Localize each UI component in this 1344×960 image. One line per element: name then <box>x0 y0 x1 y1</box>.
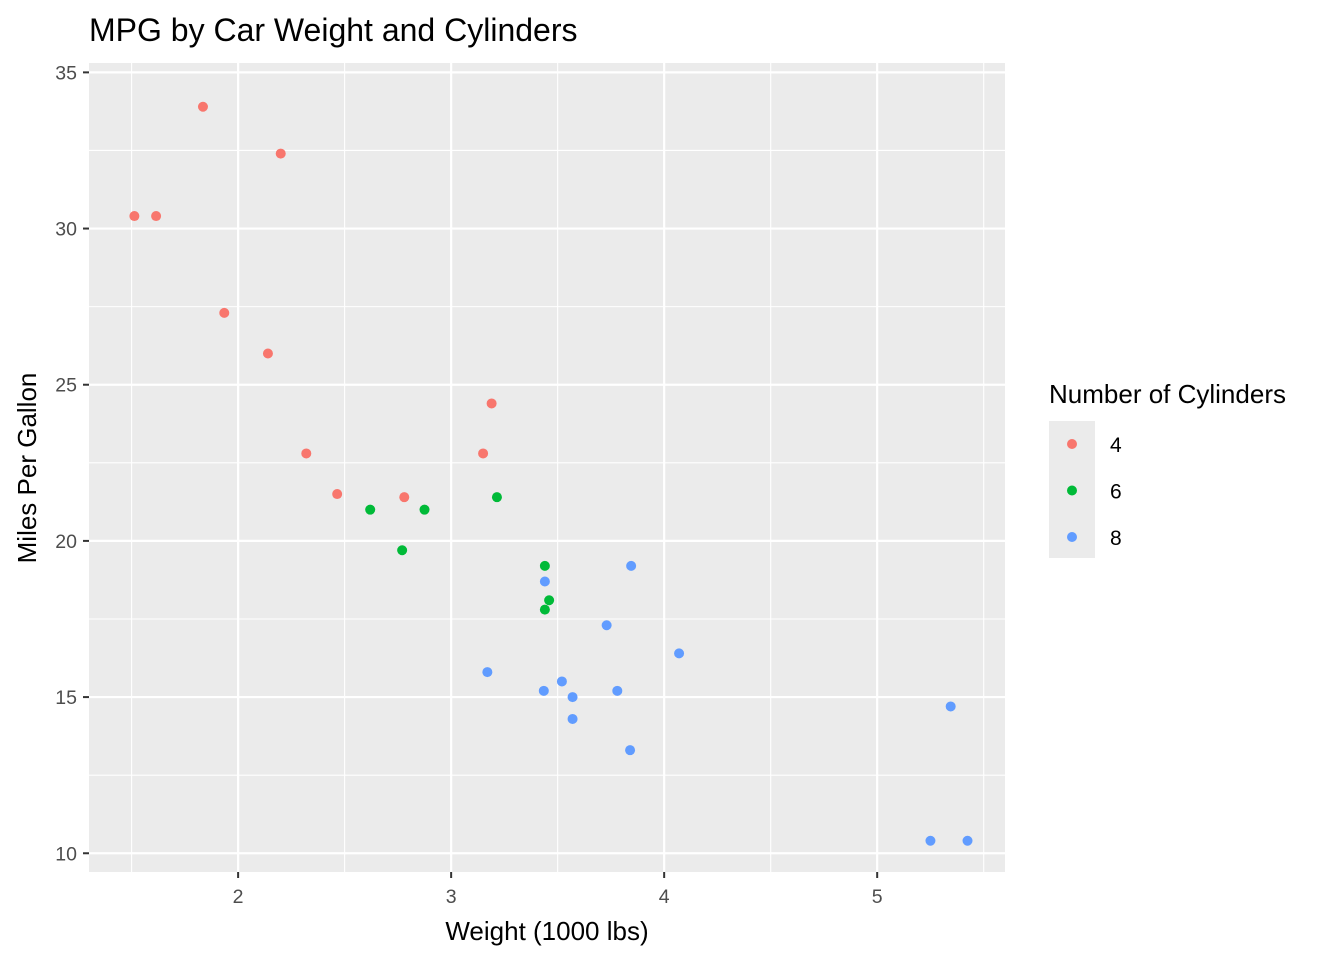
data-points <box>129 101 973 846</box>
legend-key-4 <box>1067 439 1077 449</box>
data-point-cyl-6 <box>539 604 550 615</box>
x-tick-label: 4 <box>659 886 670 908</box>
data-point-cyl-4 <box>332 489 343 500</box>
minor-gridlines <box>89 63 1005 872</box>
data-point-cyl-6 <box>491 492 502 503</box>
y-axis-title: Miles Per Gallon <box>12 373 42 564</box>
data-point-cyl-4 <box>486 398 497 409</box>
legend: Number of Cylinders 4 6 8 <box>1049 379 1286 558</box>
x-tick-label: 3 <box>446 886 457 908</box>
data-point-cyl-8 <box>538 685 549 696</box>
data-point-cyl-4 <box>219 307 230 318</box>
axes: 2 3 4 5 10 15 20 25 30 35 <box>55 62 882 908</box>
data-point-cyl-8 <box>567 713 578 724</box>
x-tick-label: 2 <box>233 886 244 908</box>
legend-label-8: 8 <box>1110 527 1122 550</box>
data-point-cyl-8 <box>567 692 578 703</box>
y-tick-label: 20 <box>55 531 77 553</box>
data-point-cyl-6 <box>544 595 555 606</box>
legend-items: 4 6 8 <box>1067 434 1122 550</box>
data-point-cyl-8 <box>945 701 956 712</box>
data-point-cyl-8 <box>539 576 550 587</box>
data-point-cyl-4 <box>478 448 489 459</box>
data-point-cyl-4 <box>151 211 162 222</box>
legend-key-8 <box>1067 532 1077 542</box>
major-gridlines <box>89 63 1005 872</box>
data-point-cyl-6 <box>419 504 430 515</box>
y-tick-label: 25 <box>55 375 77 397</box>
x-axis-title: Weight (1000 lbs) <box>445 916 648 946</box>
data-point-cyl-4 <box>129 211 140 222</box>
data-point-cyl-4 <box>275 148 286 159</box>
data-point-cyl-8 <box>556 676 567 687</box>
legend-key-6 <box>1067 485 1077 496</box>
data-point-cyl-8 <box>482 667 493 678</box>
data-point-cyl-6 <box>397 545 408 556</box>
data-point-cyl-4 <box>262 348 273 359</box>
data-point-cyl-8 <box>626 560 637 571</box>
data-point-cyl-4 <box>301 448 312 459</box>
data-point-cyl-4 <box>197 101 208 112</box>
data-point-cyl-8 <box>962 835 973 846</box>
y-tick-label: 15 <box>55 687 77 709</box>
data-point-cyl-8 <box>925 835 936 846</box>
data-point-cyl-4 <box>399 492 410 503</box>
plot-panel <box>89 63 1005 872</box>
legend-label-4: 4 <box>1110 434 1122 457</box>
legend-label-6: 6 <box>1110 481 1122 504</box>
y-tick-label: 10 <box>55 843 77 865</box>
data-point-cyl-8 <box>612 685 623 696</box>
legend-title: Number of Cylinders <box>1049 379 1286 409</box>
y-tick-label: 30 <box>55 219 77 241</box>
x-tick-label: 5 <box>872 886 883 908</box>
data-point-cyl-6 <box>539 560 550 571</box>
data-point-cyl-8 <box>601 620 612 631</box>
data-point-cyl-8 <box>625 745 636 756</box>
data-point-cyl-8 <box>674 648 685 659</box>
y-tick-label: 35 <box>55 62 77 84</box>
chart-title: MPG by Car Weight and Cylinders <box>89 12 577 48</box>
data-point-cyl-6 <box>365 504 376 515</box>
